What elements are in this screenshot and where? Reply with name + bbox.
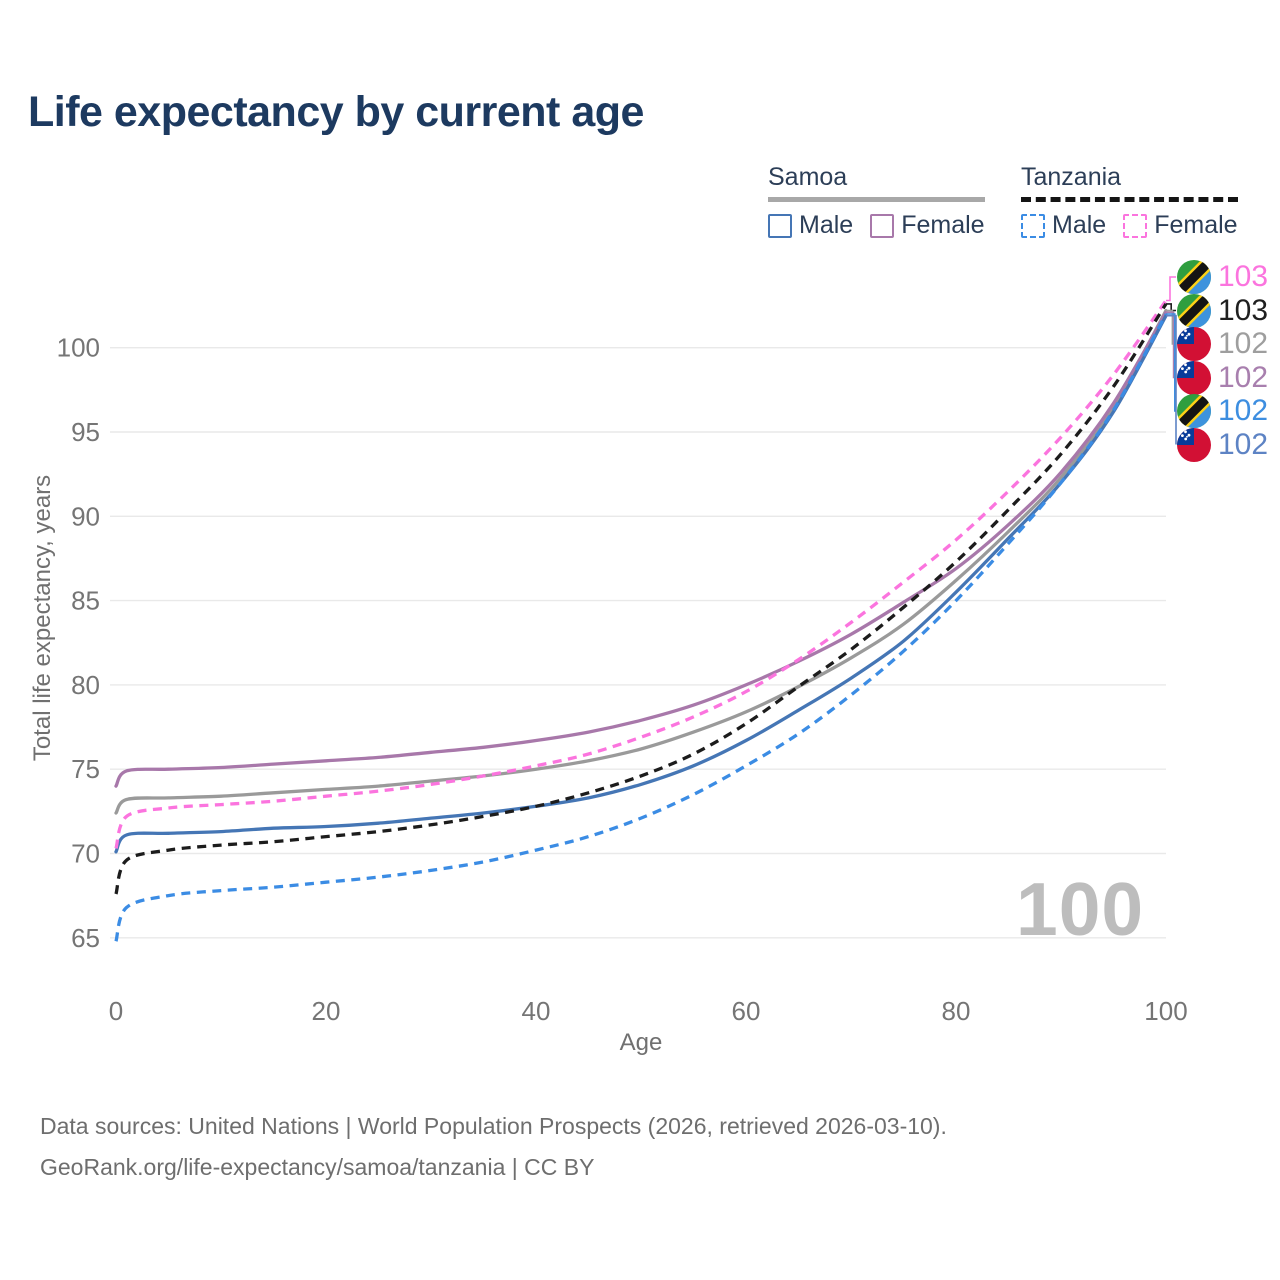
tanzania-flag-icon — [1177, 394, 1211, 428]
leader-line-samoa-male — [1166, 314, 1177, 445]
tanzania-female-swatch-icon — [1123, 213, 1148, 238]
page-title: Life expectancy by current age — [28, 88, 644, 136]
x-tick-label: 20 — [312, 996, 341, 1026]
age-watermark: 100 — [1016, 867, 1145, 951]
legend-item-samoa-female[interactable]: Female — [870, 211, 985, 240]
end-label-samoa-female[interactable]: 102 — [1177, 360, 1269, 395]
y-tick-label: 95 — [71, 417, 100, 447]
y-tick-label: 90 — [71, 501, 100, 531]
y-tick-label: 75 — [71, 754, 100, 784]
y-tick-label: 80 — [71, 670, 100, 700]
legend-item-samoa-male[interactable]: Male — [768, 211, 853, 240]
legend-group-tanzania: Tanzania Male Female — [1021, 163, 1238, 240]
x-axis-title: Age — [620, 1029, 663, 1056]
tanzania-flag-icon — [1177, 293, 1211, 328]
leader-line-tanzania-total — [1166, 303, 1176, 312]
tanzania-flag-icon — [1177, 260, 1211, 294]
end-label-samoa-male[interactable]: 102 — [1177, 427, 1269, 462]
y-tick-label: 85 — [71, 586, 100, 616]
legend-item-tanzania-female[interactable]: Female — [1123, 211, 1238, 240]
samoa-male-swatch-icon — [768, 213, 792, 238]
end-value: 103 — [1218, 260, 1269, 293]
x-tick-label: 40 — [522, 996, 551, 1026]
y-tick-label: 65 — [71, 923, 100, 953]
end-label-samoa-total[interactable]: 102 — [1177, 327, 1268, 361]
y-tick-label: 100 — [57, 333, 100, 363]
end-value: 102 — [1218, 427, 1269, 461]
gridlines — [110, 347, 1166, 939]
line-tanzania-total[interactable] — [114, 303, 1168, 895]
end-value: 102 — [1218, 360, 1269, 394]
y-axis-title: Total life expectancy, years — [29, 475, 56, 761]
samoa-flag-icon — [1177, 360, 1211, 395]
end-value: 102 — [1218, 327, 1269, 360]
tanzania-male-swatch-icon — [1021, 213, 1045, 238]
leader-line-tanzania-male — [1166, 313, 1176, 412]
line-samoa-female[interactable] — [114, 310, 1168, 788]
samoa-line-style-swatch — [768, 197, 985, 202]
end-label-tanzania-female[interactable]: 103 — [1177, 260, 1268, 294]
samoa-female-swatch-icon — [870, 213, 895, 238]
legend-tanzania-header[interactable]: Tanzania — [1021, 163, 1122, 191]
legend-item-tanzania-male[interactable]: Male — [1021, 211, 1106, 240]
line-tanzania-male[interactable] — [114, 313, 1168, 942]
leader-line-tanzania-female — [1166, 276, 1176, 302]
line-samoa-total[interactable] — [114, 308, 1168, 815]
x-tick-label: 0 — [109, 996, 123, 1026]
samoa-flag-icon — [1177, 327, 1211, 361]
legend-item-label: Male — [1052, 211, 1107, 239]
footer-attribution: GeoRank.org/life-expectancy/samoa/tanzan… — [40, 1154, 595, 1180]
x-tick-label: 80 — [942, 996, 971, 1026]
x-tick-label: 60 — [732, 996, 761, 1026]
end-value: 103 — [1218, 293, 1269, 327]
legend-item-label: Female — [901, 211, 985, 239]
end-label-tanzania-male[interactable]: 102 — [1177, 394, 1268, 428]
end-label-tanzania-total[interactable]: 103 — [1177, 293, 1269, 328]
samoa-flag-icon — [1177, 427, 1211, 462]
x-tick-label: 100 — [1144, 996, 1187, 1026]
legend-samoa-header[interactable]: Samoa — [768, 163, 848, 191]
footer-data-sources: Data sources: United Nations | World Pop… — [40, 1113, 947, 1139]
y-tick-label: 70 — [71, 839, 100, 869]
legend-item-label: Female — [1154, 211, 1238, 239]
legend-item-label: Male — [799, 211, 854, 239]
legend-group-samoa: Samoa Male Female — [768, 163, 985, 240]
tanzania-line-style-swatch — [1021, 197, 1238, 202]
line-tanzania-female[interactable] — [114, 299, 1168, 849]
line-samoa-male[interactable] — [114, 314, 1168, 854]
end-value: 102 — [1218, 394, 1269, 427]
footer: Data sources: United Nations | World Pop… — [40, 1106, 947, 1188]
